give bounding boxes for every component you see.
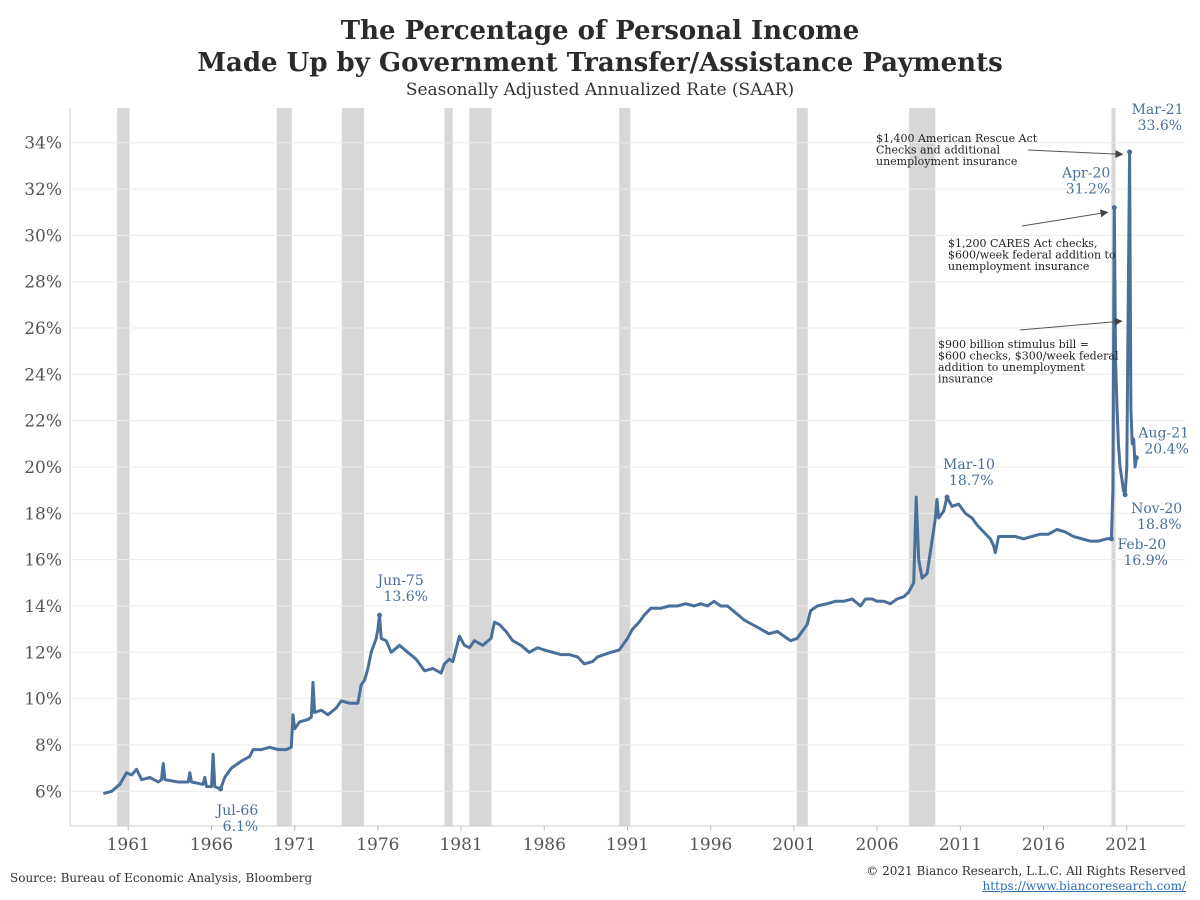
note-text-line: insurance (938, 373, 993, 386)
x-tick-label: 1986 (523, 835, 566, 855)
y-tick-label: 12% (24, 643, 62, 663)
callout-marker (944, 494, 950, 500)
callout-date: Apr-20 (1061, 166, 1110, 182)
x-tick-label: 2006 (855, 835, 898, 855)
note-text-line: unemployment insurance (876, 155, 1017, 168)
chart-subtitle: Seasonally Adjusted Annualized Rate (SAA… (405, 80, 795, 100)
y-tick-label: 14% (24, 597, 62, 617)
note-text-line: $900 billion stimulus bill = (938, 338, 1089, 351)
y-tick-label: 8% (35, 736, 62, 756)
copyright-text: © 2021 Bianco Research, L.L.C. All Right… (866, 864, 1186, 878)
callout-value: 18.7% (949, 473, 993, 489)
gridlines (70, 142, 1185, 792)
x-tick-label: 1991 (606, 835, 649, 855)
y-tick-label: 10% (24, 690, 62, 710)
callout-value: 20.4% (1144, 442, 1188, 458)
series-lines (102, 150, 1138, 796)
x-tick-label: 2021 (1105, 835, 1148, 855)
y-tick-label: 26% (24, 319, 62, 339)
note-text-line: addition to unemployment (938, 361, 1085, 374)
y-tick-label: 32% (24, 180, 62, 200)
copyright-block: © 2021 Bianco Research, L.L.C. All Right… (866, 864, 1186, 894)
callout-marker (218, 786, 224, 792)
y-tick-label: 6% (35, 782, 62, 802)
callout-date: Feb-20 (1117, 537, 1166, 553)
y-tick-label: 16% (24, 551, 62, 571)
series-line (102, 150, 1138, 796)
y-tick-label: 28% (24, 273, 62, 293)
x-tick-label: 1996 (689, 835, 732, 855)
note-text-line: unemployment insurance (948, 260, 1089, 273)
callout-date: Nov-20 (1131, 501, 1182, 517)
note-arrow (1019, 317, 1123, 331)
note-text-line: Checks and additional (876, 144, 1001, 157)
callout-marker (1111, 205, 1117, 211)
y-tick-label: 20% (24, 458, 62, 478)
callout-date: Mar-10 (943, 457, 995, 473)
callout-value: 13.6% (384, 589, 428, 605)
callout-value: 18.8% (1137, 517, 1181, 533)
callout-value: 16.9% (1123, 553, 1167, 569)
callout-date: Aug-21 (1137, 426, 1189, 442)
callout-marker (1133, 455, 1139, 461)
note-arrow (1027, 149, 1124, 158)
callout-marker (377, 612, 383, 618)
website-link[interactable]: https://www.biancoresearch.com/ (982, 879, 1186, 893)
x-axis-ticks: 1961 1966 1971 1976 1981 1986 1991 1996 2001 2006… (107, 826, 1148, 855)
callout-date: Jun-75 (376, 573, 424, 589)
y-axis-ticks: 6% 8% 10% 12% 14% 16% 18% 20% 22% 24% 26% 28% 30% 32%… (24, 134, 62, 803)
callout-date: Mar-21 (1132, 102, 1184, 118)
source-note: Source: Bureau of Economic Analysis, Blo… (10, 871, 313, 885)
x-tick-label: 2001 (772, 835, 815, 855)
callout-value: 31.2% (1066, 182, 1110, 198)
x-tick-label: 2011 (939, 835, 982, 855)
x-tick-label: 1971 (273, 835, 316, 855)
note-text-line: $600 checks, $300/week federal (938, 350, 1119, 363)
callout-value: 33.6% (1138, 118, 1182, 134)
callout-value: 6.1% (223, 819, 259, 835)
callout-marker (1108, 536, 1114, 542)
x-tick-label: 2016 (1022, 835, 1065, 855)
note-text-line: $600/week federal addition to (948, 249, 1116, 262)
x-tick-label: 1966 (190, 835, 233, 855)
note-arrow (1021, 209, 1109, 227)
y-tick-label: 24% (24, 365, 62, 385)
chart-title-line-2: Made Up by Government Transfer/Assistanc… (197, 48, 1003, 78)
y-tick-label: 34% (24, 134, 62, 154)
x-tick-label: 1961 (107, 835, 150, 855)
x-tick-label: 1976 (356, 835, 399, 855)
chart-title-line-1: The Percentage of Personal Income (340, 16, 860, 46)
callout-marker (1122, 492, 1128, 498)
y-tick-label: 22% (24, 412, 62, 432)
callout-marker (1127, 149, 1133, 155)
callout-date: Jul-66 (215, 803, 259, 819)
y-tick-label: 30% (24, 226, 62, 246)
note-text-line: $1,400 American Rescue Act (876, 132, 1038, 145)
x-tick-label: 1981 (439, 835, 482, 855)
note-text-line: $1,200 CARES Act checks, (948, 237, 1097, 250)
y-tick-label: 18% (24, 504, 62, 524)
